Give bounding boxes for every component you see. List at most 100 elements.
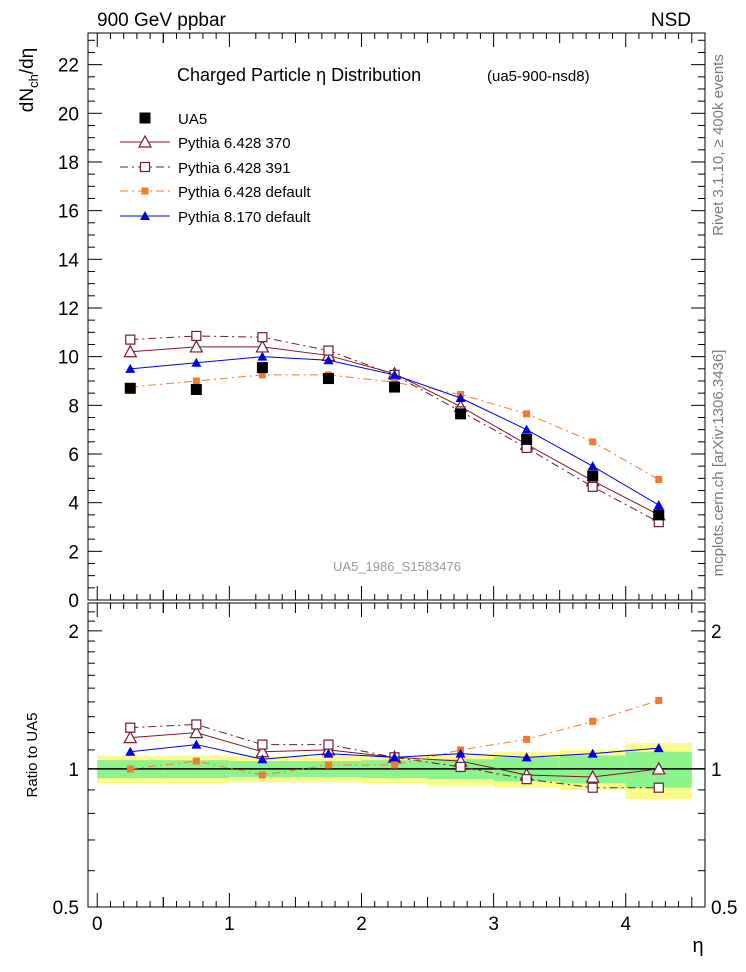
main-point-pythia6_default bbox=[523, 410, 531, 418]
main-point-data bbox=[455, 408, 467, 420]
ratio-point-pythia6_370 bbox=[123, 730, 138, 744]
ratio-point-pythia6_default bbox=[258, 771, 266, 779]
ratio-point-pythia8_default bbox=[521, 752, 532, 762]
main-y-axis-label: dNch/dη bbox=[17, 48, 41, 112]
main-point-pythia6_391 bbox=[257, 332, 268, 343]
main-point-data bbox=[521, 433, 533, 445]
main-point-pythia6_default bbox=[192, 377, 200, 385]
legend-marker bbox=[137, 134, 153, 148]
legend-entry-pythia6_default: Pythia 6.428 default bbox=[120, 184, 311, 201]
ratio-point-pythia8_default bbox=[653, 743, 664, 753]
legend-marker bbox=[139, 161, 151, 173]
main-frame bbox=[87, 32, 706, 601]
ratio-point-pythia6_default bbox=[391, 761, 399, 769]
ratio-frame bbox=[87, 602, 706, 908]
main-point-pythia6_370 bbox=[189, 339, 204, 353]
x-axis-label: η bbox=[692, 935, 703, 957]
svg-text:dNch/dη: dNch/dη bbox=[17, 48, 41, 112]
ratio-y-tick-label-left: 0.5 bbox=[53, 898, 79, 919]
ratio-point-pythia6_default bbox=[523, 735, 531, 743]
mcplots-label: mcplots.cern.ch [arXiv:1306.3436] bbox=[710, 350, 727, 577]
main-series-pythia6_391 bbox=[125, 330, 664, 528]
main-line-pythia6_391 bbox=[130, 335, 659, 523]
ratio-y-tick-label-right: 1 bbox=[711, 760, 722, 781]
legend: UA5 Pythia 6.428 370 Pythia 6.428 391 Pythi… bbox=[120, 111, 311, 226]
main-point-pythia6_391 bbox=[323, 345, 334, 356]
header-left: 900 GeV ppbar bbox=[97, 10, 227, 31]
ratio-point-pythia6_default bbox=[589, 717, 597, 725]
main-point-pythia6_370 bbox=[123, 344, 138, 358]
series-layer bbox=[123, 330, 666, 793]
ratio-point-pythia6_default bbox=[324, 761, 332, 769]
rivet-version-label: Rivet 3.1.10, ≥ 400k events bbox=[710, 54, 727, 236]
x-tick-label: 4 bbox=[620, 914, 631, 935]
ratio-point-pythia8_default bbox=[389, 752, 400, 762]
main-point-pythia8_default bbox=[191, 357, 202, 367]
main-y-tick-label: 8 bbox=[68, 396, 79, 417]
legend-entry-pythia6_391: Pythia 6.428 391 bbox=[120, 160, 291, 177]
y-label-main: dN bbox=[17, 88, 38, 112]
legend-label: Pythia 8.170 default bbox=[178, 209, 311, 226]
ratio-point-pythia6_391 bbox=[587, 782, 598, 793]
legend-label: Pythia 6.428 391 bbox=[178, 160, 291, 177]
ratio-point-pythia6_391 bbox=[257, 739, 268, 750]
ratio-y-tick-label-left: 2 bbox=[68, 622, 79, 643]
main-point-pythia6_default bbox=[589, 438, 597, 446]
main-y-tick-label: 6 bbox=[68, 445, 79, 466]
main-series-data bbox=[124, 362, 665, 521]
legend-label: UA5 bbox=[178, 111, 207, 128]
ratio-y-axis-label: Ratio to UA5 bbox=[24, 712, 41, 797]
legend-label: Pythia 6.428 370 bbox=[178, 135, 291, 152]
main-point-data bbox=[256, 362, 268, 374]
ratio-point-pythia6_391 bbox=[125, 722, 136, 733]
ratio-point-pythia6_391 bbox=[455, 761, 466, 773]
ratio-point-pythia6_391 bbox=[191, 719, 202, 730]
x-tick-label: 0 bbox=[92, 914, 103, 935]
ratio-point-pythia6_default bbox=[655, 696, 663, 704]
main-point-data bbox=[587, 470, 599, 482]
ratio-point-pythia6_370 bbox=[189, 725, 204, 739]
ratio-point-pythia6_370 bbox=[585, 769, 600, 783]
main-y-tick-label: 22 bbox=[58, 56, 79, 77]
main-point-pythia6_default bbox=[258, 371, 266, 379]
ratio-point-pythia8_default bbox=[323, 748, 334, 758]
ratio-point-pythia6_default bbox=[126, 765, 134, 773]
ratio-point-pythia8_default bbox=[455, 748, 466, 758]
main-point-pythia8_default bbox=[323, 355, 334, 365]
legend-marker bbox=[140, 211, 150, 220]
ratio-series-pythia8_default bbox=[125, 739, 664, 764]
y-label-sub: ch bbox=[26, 74, 41, 88]
main-y-tick-label: 2 bbox=[68, 542, 79, 563]
main-point-data bbox=[190, 384, 202, 396]
ratio-y-tick-label-left: 1 bbox=[68, 760, 79, 781]
ratio-y-tick-label-right: 0.5 bbox=[711, 898, 737, 919]
ratio-point-pythia8_default bbox=[191, 739, 202, 749]
x-tick-label: 3 bbox=[488, 914, 499, 935]
main-y-tick-label: 14 bbox=[58, 250, 80, 271]
main-point-pythia8_default bbox=[587, 461, 598, 471]
legend-entry-pythia6_370: Pythia 6.428 370 bbox=[120, 134, 291, 152]
main-subtitle: (ua5-900-nsd8) bbox=[487, 68, 590, 85]
main-point-pythia6_default bbox=[655, 476, 663, 484]
main-series-pythia8_default bbox=[125, 351, 664, 510]
main-point-pythia6_391 bbox=[587, 481, 598, 492]
main-point-pythia8_default bbox=[125, 363, 136, 373]
main-point-pythia6_391 bbox=[125, 334, 136, 345]
ratio-point-pythia6_391 bbox=[323, 739, 334, 750]
ratio-bands bbox=[88, 742, 705, 799]
main-point-data bbox=[389, 381, 401, 393]
ratio-point-pythia8_default bbox=[257, 754, 268, 764]
main-y-tick-label: 16 bbox=[58, 202, 79, 223]
ratio-point-pythia6_default bbox=[192, 757, 200, 765]
main-point-pythia6_391 bbox=[191, 330, 202, 342]
legend-marker bbox=[139, 112, 151, 124]
ratio-point-pythia6_391 bbox=[521, 774, 532, 785]
x-tick-label: 2 bbox=[356, 914, 367, 935]
main-point-pythia8_default bbox=[653, 500, 664, 510]
main-point-pythia8_default bbox=[257, 351, 268, 361]
ratio-point-pythia6_391 bbox=[653, 782, 664, 793]
y-label-tail: /dη bbox=[17, 48, 38, 74]
